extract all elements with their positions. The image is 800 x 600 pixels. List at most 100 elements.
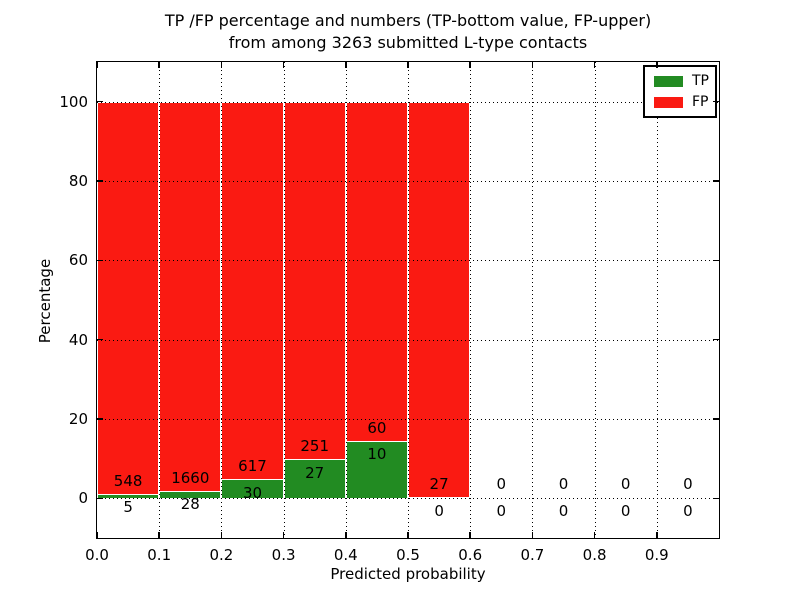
fp-count-label: 0: [683, 475, 693, 494]
y-tick-label: 0: [78, 489, 88, 508]
fp-count-label: 0: [620, 475, 631, 494]
legend-label-fp: FP: [692, 94, 709, 110]
fp-bar-segment: [408, 101, 471, 499]
tp-count-label: 30: [242, 483, 263, 502]
y-tick-label: 60: [68, 251, 88, 270]
x-tick-bottom: [593, 532, 596, 538]
legend-label-tp: TP: [692, 73, 709, 89]
x-axis-label: Predicted probability: [330, 565, 486, 583]
tp-count-label: 27: [305, 463, 325, 482]
y-tick-left: [97, 418, 103, 420]
tp-bar-segment: [283, 459, 346, 499]
x-tick-label: 0.2: [209, 546, 234, 564]
y-tick-label: 20: [68, 410, 88, 428]
fp-bar-segment: [345, 101, 408, 442]
legend-swatch-tp: [654, 75, 683, 87]
y-tick-left: [97, 338, 103, 341]
x-tick-top: [282, 62, 285, 68]
x-tick-bottom: [469, 532, 471, 538]
fp-count-label: 0: [496, 475, 507, 494]
fp-count-label: 1660: [171, 468, 210, 487]
tp-bar-segment: [97, 494, 160, 499]
x-tick-bottom: [282, 532, 285, 538]
tp-count-label: 28: [180, 495, 200, 514]
fp-bar-segment: [283, 101, 346, 460]
chart-title: TP /FP percentage and numbers (TP-bottom…: [97, 10, 719, 54]
x-tick-bottom: [345, 532, 347, 538]
tp-count-label: 5: [123, 498, 133, 517]
v-gridline: [470, 62, 472, 538]
chart-title-line1: TP /FP percentage and numbers (TP-bottom…: [164, 11, 652, 30]
y-tick-right: [713, 180, 719, 182]
y-tick-label: 100: [59, 92, 88, 111]
fp-count-label: 251: [300, 436, 330, 455]
v-gridline: [656, 62, 658, 538]
x-tick-bottom: [158, 532, 160, 538]
v-gridline: [594, 62, 596, 538]
x-tick-top: [345, 62, 347, 68]
v-gridline: [159, 62, 161, 538]
fp-count-label: 548: [113, 471, 143, 490]
x-tick-label: 0.8: [582, 546, 607, 564]
legend-item-fp: FP: [645, 94, 715, 110]
y-tick-right: [713, 259, 719, 262]
fp-bar-segment: [221, 101, 284, 480]
y-tick-right: [713, 338, 719, 341]
x-tick-label: 0.6: [458, 546, 483, 564]
fp-bar-segment: [159, 101, 222, 492]
chart-title-line2: from among 3263 submitted L-type contact…: [228, 33, 588, 52]
x-tick-bottom: [96, 532, 98, 538]
x-tick-label: 0.9: [644, 546, 669, 564]
y-axis-label: Percentage: [36, 258, 54, 344]
v-gridline: [221, 62, 223, 538]
y-tick-right: [713, 418, 719, 420]
x-tick-label: 0.5: [396, 546, 420, 564]
x-tick-label: 0.4: [333, 546, 358, 564]
x-tick-bottom: [407, 532, 409, 538]
tp-count-label: 10: [367, 445, 387, 464]
y-tick-left: [97, 100, 103, 103]
y-tick-right: [713, 497, 719, 500]
y-tick-label: 80: [68, 172, 88, 190]
x-tick-top: [407, 62, 409, 68]
x-tick-label: 0.1: [147, 546, 172, 564]
tp-count-label: 0: [683, 502, 693, 521]
fp-count-label: 60: [367, 418, 387, 437]
tp-count-label: 0: [620, 502, 631, 521]
y-tick-left: [97, 497, 103, 500]
fp-count-label: 27: [429, 475, 449, 494]
x-tick-top: [656, 62, 658, 68]
v-gridline: [283, 62, 285, 538]
x-tick-bottom: [220, 532, 223, 538]
legend-item-tp: TP: [645, 73, 715, 89]
x-tick-top: [158, 62, 160, 68]
tp-count-label: 0: [496, 502, 507, 521]
tp-count-label: 0: [434, 502, 444, 521]
legend-swatch-fp: [654, 96, 683, 108]
x-tick-top: [469, 62, 471, 68]
y-tick-left: [97, 259, 103, 262]
fp-bar-segment: [97, 101, 160, 495]
y-tick-label: 40: [68, 330, 88, 349]
x-tick-bottom: [656, 532, 658, 538]
x-tick-label: 0.3: [271, 546, 296, 564]
plot-area: 548 5 1660 28 617 30 251 27 60 10 27 0 0 0 0 0 0 0 0 0 TP F…: [96, 61, 720, 539]
v-gridline: [408, 62, 409, 538]
y-tick-right: [713, 100, 719, 103]
fp-count-label: 0: [558, 475, 569, 494]
x-tick-top: [96, 62, 98, 68]
v-gridline: [532, 62, 534, 538]
x-tick-bottom: [531, 532, 534, 538]
fp-count-label: 617: [238, 457, 267, 476]
x-tick-label: 0.7: [520, 546, 545, 564]
y-tick-left: [97, 180, 103, 182]
x-tick-top: [531, 62, 534, 68]
legend: TP FP: [643, 65, 717, 118]
tp-bar-segment: [345, 441, 408, 499]
x-tick-top: [220, 62, 223, 68]
v-gridline: [345, 62, 347, 538]
tp-count-label: 0: [558, 502, 569, 521]
x-tick-top: [593, 62, 596, 68]
x-tick-label: 0.0: [85, 546, 109, 564]
